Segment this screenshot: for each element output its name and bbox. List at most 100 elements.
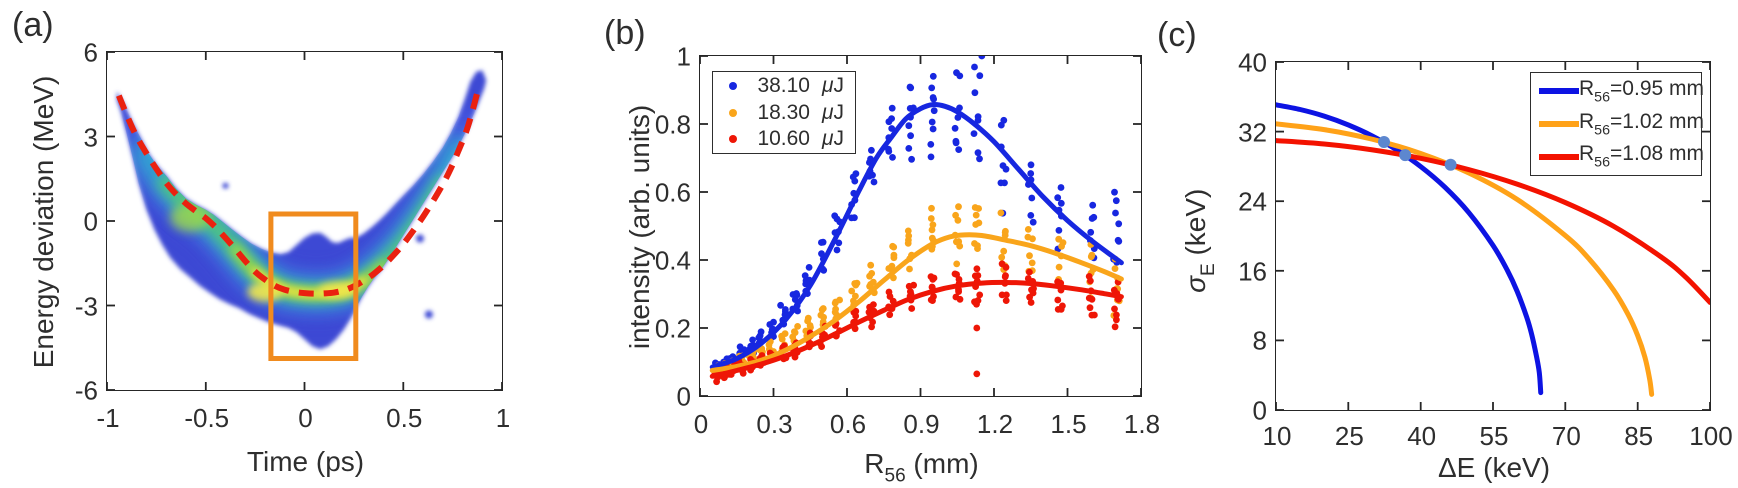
- y-tick-label: 0.8: [654, 109, 691, 140]
- y-tick-label: 6: [83, 37, 98, 68]
- y-tick-label: 0.6: [654, 177, 691, 208]
- y-tick-label: -3: [74, 291, 98, 321]
- label-part: ΔE (keV): [1437, 452, 1551, 483]
- x-tick-label: 70: [1551, 421, 1581, 451]
- curve-r56-1-08-mm: [1276, 138, 1710, 305]
- legend-marker-dot: [729, 82, 737, 91]
- tick-marks: [1276, 62, 1710, 410]
- y-tick-label: 0.2: [654, 313, 691, 344]
- legend-line-swatch: [1539, 88, 1579, 95]
- x-tick-label: 0.6: [829, 409, 867, 439]
- panel-b-tag: (b): [604, 14, 646, 52]
- panel-b-scatter-plot: [700, 56, 1141, 396]
- x-tick-label: 100: [1689, 421, 1733, 451]
- label-part: =1.02 mm: [1610, 109, 1705, 133]
- y-tick-label: 0: [1252, 395, 1267, 426]
- label-part: Time (ps): [246, 446, 365, 477]
- legend-entry: 18.30 μJ: [713, 101, 855, 125]
- panel-a-plot-area: [106, 51, 503, 391]
- x-tick-label: 40: [1407, 421, 1437, 451]
- label-part: R: [1579, 109, 1595, 133]
- label-part: =0.95 mm: [1610, 77, 1705, 101]
- label-part: μ: [822, 126, 834, 150]
- label-part: R: [1579, 142, 1595, 166]
- legend-entry-label: R56=1.08 mm: [1579, 142, 1704, 170]
- label-part: J: [833, 126, 845, 150]
- curve-r56-1-02-mm: [1276, 121, 1655, 397]
- legend-entry: R56=1.08 mm: [1531, 142, 1704, 171]
- legend-entry-value: 10.60: [757, 126, 810, 150]
- label-part: J: [833, 100, 845, 124]
- x-tick-label: 0.5: [386, 403, 423, 433]
- y-tick-label: 24: [1238, 186, 1267, 217]
- label-part: (mm): [905, 448, 979, 479]
- legend-entry: 10.60 μJ: [713, 127, 855, 151]
- panel-c-line-plot: [1276, 62, 1710, 410]
- x-tick-label: 1: [495, 403, 511, 433]
- label-part: =1.08 mm: [1610, 142, 1705, 166]
- legend-line-swatch: [1539, 153, 1579, 160]
- panel-c-legend: R56=0.95 mm R56=1.02 mm R56=1.08 mm: [1530, 72, 1704, 176]
- x-tick-label: 85: [1624, 421, 1654, 451]
- panel-c-tag: (c): [1157, 16, 1197, 54]
- legend-line-swatch: [1539, 120, 1579, 127]
- legend-entry: R56=1.02 mm: [1531, 110, 1704, 138]
- y-tick-label: 0.4: [654, 245, 691, 276]
- label-part: R: [1579, 77, 1595, 101]
- legend-entry-label: R56=0.95 mm: [1579, 77, 1704, 105]
- label-part: μ: [822, 74, 834, 98]
- y-tick-label: 0: [676, 381, 691, 412]
- intersection-markers: [1378, 136, 1457, 171]
- label-part: J: [833, 74, 845, 98]
- tick-marks: [107, 52, 502, 390]
- y-tick-label: -6: [74, 375, 98, 406]
- legend-entry-value: 18.30: [757, 100, 810, 124]
- fit-curve-series-2: [709, 232, 1124, 373]
- fit-curve-series-3: [709, 279, 1124, 379]
- panel-a-density-plot: [107, 52, 502, 390]
- label-part: 56: [1594, 122, 1611, 139]
- panel-a-x-axis-label: Time (ps): [108, 446, 503, 478]
- panel-a-tag: (a): [12, 6, 54, 44]
- x-tick-label: -0.5: [184, 403, 230, 433]
- y-tick-label: 3: [83, 122, 98, 152]
- y-tick-label: 0: [83, 206, 98, 237]
- highlight-rectangle: [268, 211, 359, 361]
- y-tick-label: 8: [1252, 325, 1267, 356]
- panel-b-y-axis-label: intensity (arb. units): [624, 57, 656, 397]
- curve-r56-0-95-mm: [1276, 102, 1544, 396]
- y-tick-label: 16: [1238, 256, 1267, 287]
- fit-curve-series-1: [709, 102, 1124, 370]
- panel-b-legend: 38.10 μJ 18.30 μJ 10.60 μJ: [712, 71, 856, 154]
- y-tick-label: 1: [676, 41, 691, 72]
- legend-marker-dot: [729, 108, 737, 117]
- ridge-dashed-line: [116, 87, 482, 297]
- legend-entry-unit: μJ: [822, 101, 844, 125]
- label-part: 56: [884, 465, 906, 487]
- legend-marker-dot: [729, 134, 737, 143]
- label-part: 56: [1594, 154, 1611, 171]
- legend-entry: 38.10 μJ: [713, 74, 855, 98]
- legend-entry-unit: μJ: [822, 127, 844, 151]
- x-tick-label: 55: [1479, 421, 1509, 451]
- label-part: R: [864, 448, 885, 479]
- legend-entry-unit: μJ: [822, 74, 844, 98]
- x-tick-label: 0: [693, 409, 709, 439]
- y-tick-label: 32: [1238, 117, 1267, 148]
- label-part: 56: [1594, 89, 1611, 106]
- density-body: [116, 70, 487, 350]
- x-tick-label: 25: [1334, 421, 1364, 451]
- x-tick-label: 1.2: [976, 409, 1014, 439]
- tick-marks: [700, 56, 1141, 396]
- x-tick-label: 1.8: [1123, 409, 1161, 439]
- label-part: μ: [822, 100, 834, 124]
- panel-b-x-axis-label: R56 (mm): [701, 448, 1142, 488]
- y-tick-label: 40: [1238, 47, 1267, 78]
- x-tick-label: 1.5: [1050, 409, 1087, 439]
- x-tick-label: 0.9: [903, 409, 940, 439]
- x-tick-label: 10: [1262, 421, 1292, 451]
- panel-c-x-axis-label: ΔE (keV): [1277, 452, 1711, 484]
- x-tick-label: 0: [298, 403, 313, 433]
- legend-entry-label: R56=1.02 mm: [1579, 110, 1704, 138]
- legend-entry: R56=0.95 mm: [1531, 77, 1704, 106]
